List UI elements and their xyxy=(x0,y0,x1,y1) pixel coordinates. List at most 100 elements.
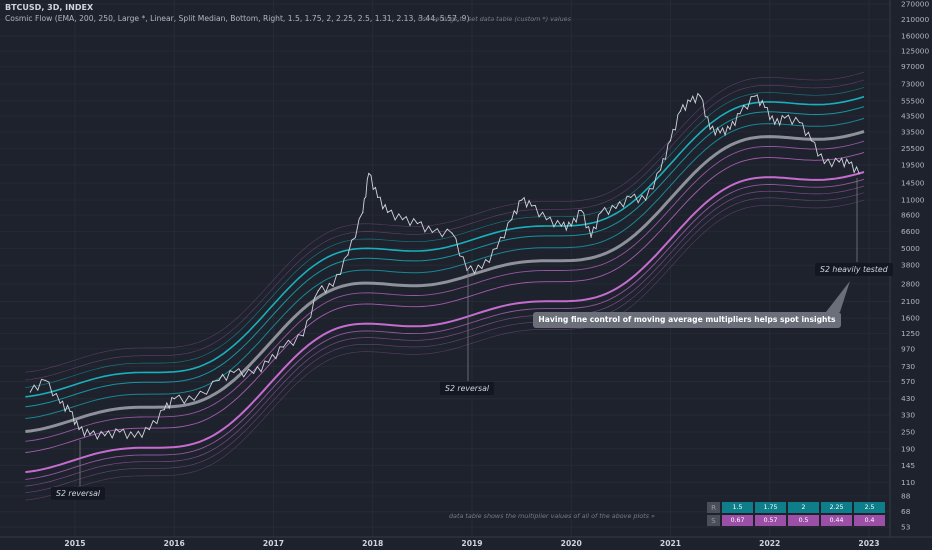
price-point xyxy=(29,391,31,393)
price-point xyxy=(347,254,349,256)
band-line xyxy=(25,151,865,453)
y-tick-label: 53 xyxy=(901,523,911,532)
x-tick-label: 2020 xyxy=(561,539,582,548)
y-tick-label: 730 xyxy=(901,362,915,371)
price-point xyxy=(89,433,91,436)
price-point xyxy=(282,346,285,348)
y-tick-label: 2800 xyxy=(901,279,920,288)
price-point xyxy=(590,236,592,238)
band-line xyxy=(25,106,865,408)
price-point xyxy=(530,205,533,207)
price-point xyxy=(709,128,711,130)
price-point xyxy=(401,219,404,221)
price-point xyxy=(848,162,850,165)
price-point xyxy=(774,123,776,125)
table-cell: 1.75 xyxy=(755,502,786,513)
price-point xyxy=(317,290,319,292)
y-tick-label: 6600 xyxy=(901,227,920,236)
y-tick-label: 970 xyxy=(901,344,915,353)
x-tick-label: 2021 xyxy=(660,539,681,548)
price-point xyxy=(267,361,270,363)
x-axis: 2015 2016 2017 2018 2019 2020 2021 2022 2023 xyxy=(0,536,932,548)
y-tick-label: 2100 xyxy=(901,297,920,306)
btc-price-line xyxy=(29,92,860,441)
band-line xyxy=(25,140,865,442)
annotation-leaders xyxy=(79,178,858,486)
y-tick-label: 330 xyxy=(901,410,915,419)
data-table-note: data table shows the multiplier values o… xyxy=(449,512,655,520)
price-point xyxy=(521,199,523,201)
y-tick-label: 97000 xyxy=(901,62,925,71)
price-point xyxy=(511,219,513,221)
price-point xyxy=(481,267,483,270)
s2-heavily-tested-label: S2 heavily tested xyxy=(815,263,893,276)
price-point xyxy=(810,140,813,142)
x-tick-label: 2018 xyxy=(362,539,383,548)
settings-note: Use settings to set data table (custom *… xyxy=(418,15,571,23)
band-line xyxy=(25,71,865,373)
price-point xyxy=(416,222,419,225)
resistance-multiplier-row: R 1.5 1.75 2 2.25 2.5 xyxy=(707,502,885,513)
price-point xyxy=(148,428,151,431)
price-point xyxy=(451,232,453,234)
band-line xyxy=(25,117,865,419)
price-point xyxy=(739,113,741,115)
price-point xyxy=(838,161,840,163)
price-point xyxy=(823,162,825,165)
y-tick-label: 55500 xyxy=(901,96,925,105)
y-tick-label: 110 xyxy=(901,478,915,487)
x-tick-label: 2022 xyxy=(759,539,780,548)
y-tick-label: 88 xyxy=(901,491,911,500)
y-tick-label: 19500 xyxy=(901,161,925,170)
y-axis: 270000 210000 160000 125000 97000 73000 55500 4… xyxy=(889,0,930,537)
y-tick-label: 33500 xyxy=(901,127,925,136)
price-point xyxy=(104,435,106,437)
y-tick-label: 210000 xyxy=(901,15,930,24)
price-point xyxy=(59,402,61,404)
price-point xyxy=(233,371,235,374)
multiplier-data-table: R 1.5 1.75 2 2.25 2.5 S 0.67 0.57 0.5 0.… xyxy=(705,500,887,528)
y-tick-label: 3800 xyxy=(901,261,920,270)
band-line xyxy=(25,178,865,480)
price-point xyxy=(545,219,548,221)
price-point xyxy=(193,399,195,401)
x-tick-label: 2015 xyxy=(64,539,85,548)
table-cell: 0.57 xyxy=(755,515,786,526)
price-point xyxy=(754,95,756,97)
price-point xyxy=(858,172,860,175)
price-point xyxy=(133,436,136,438)
price-point xyxy=(645,199,647,201)
price-point xyxy=(362,211,364,213)
price-point xyxy=(302,335,304,337)
y-tick-label: 145 xyxy=(901,461,915,470)
indicator-legend[interactable]: Cosmic Flow (EMA, 200, 250, Large *, Lin… xyxy=(5,14,470,23)
price-point xyxy=(78,428,80,431)
insight-callout: Having fine control of moving average mu… xyxy=(533,312,841,328)
price-point xyxy=(466,269,468,271)
x-tick-label: 2016 xyxy=(164,539,185,548)
s2-reversal-2019-label: S2 reversal xyxy=(440,382,495,395)
price-point xyxy=(630,196,632,198)
price-point xyxy=(719,132,721,134)
price-point xyxy=(163,409,165,411)
price-point xyxy=(69,410,71,412)
band-line xyxy=(25,171,865,474)
price-point xyxy=(679,110,682,112)
x-tick-label: 2023 xyxy=(858,539,879,548)
y-tick-label: 190 xyxy=(901,444,915,453)
price-point xyxy=(368,172,370,175)
price-point xyxy=(798,121,801,124)
chart-symbol-title: BTCUSD, 3D, INDEX xyxy=(5,3,94,12)
table-cell: 0.4 xyxy=(854,515,885,526)
price-point xyxy=(689,100,691,103)
table-cell: 2.5 xyxy=(854,502,885,513)
y-tick-label: 250 xyxy=(901,427,915,436)
y-tick-label: 14500 xyxy=(901,179,925,188)
price-point xyxy=(387,211,389,213)
price-point xyxy=(764,106,766,108)
row-header-r: R xyxy=(707,502,720,513)
price-point xyxy=(570,225,572,227)
chart-grid xyxy=(0,0,890,537)
price-point xyxy=(431,231,433,233)
